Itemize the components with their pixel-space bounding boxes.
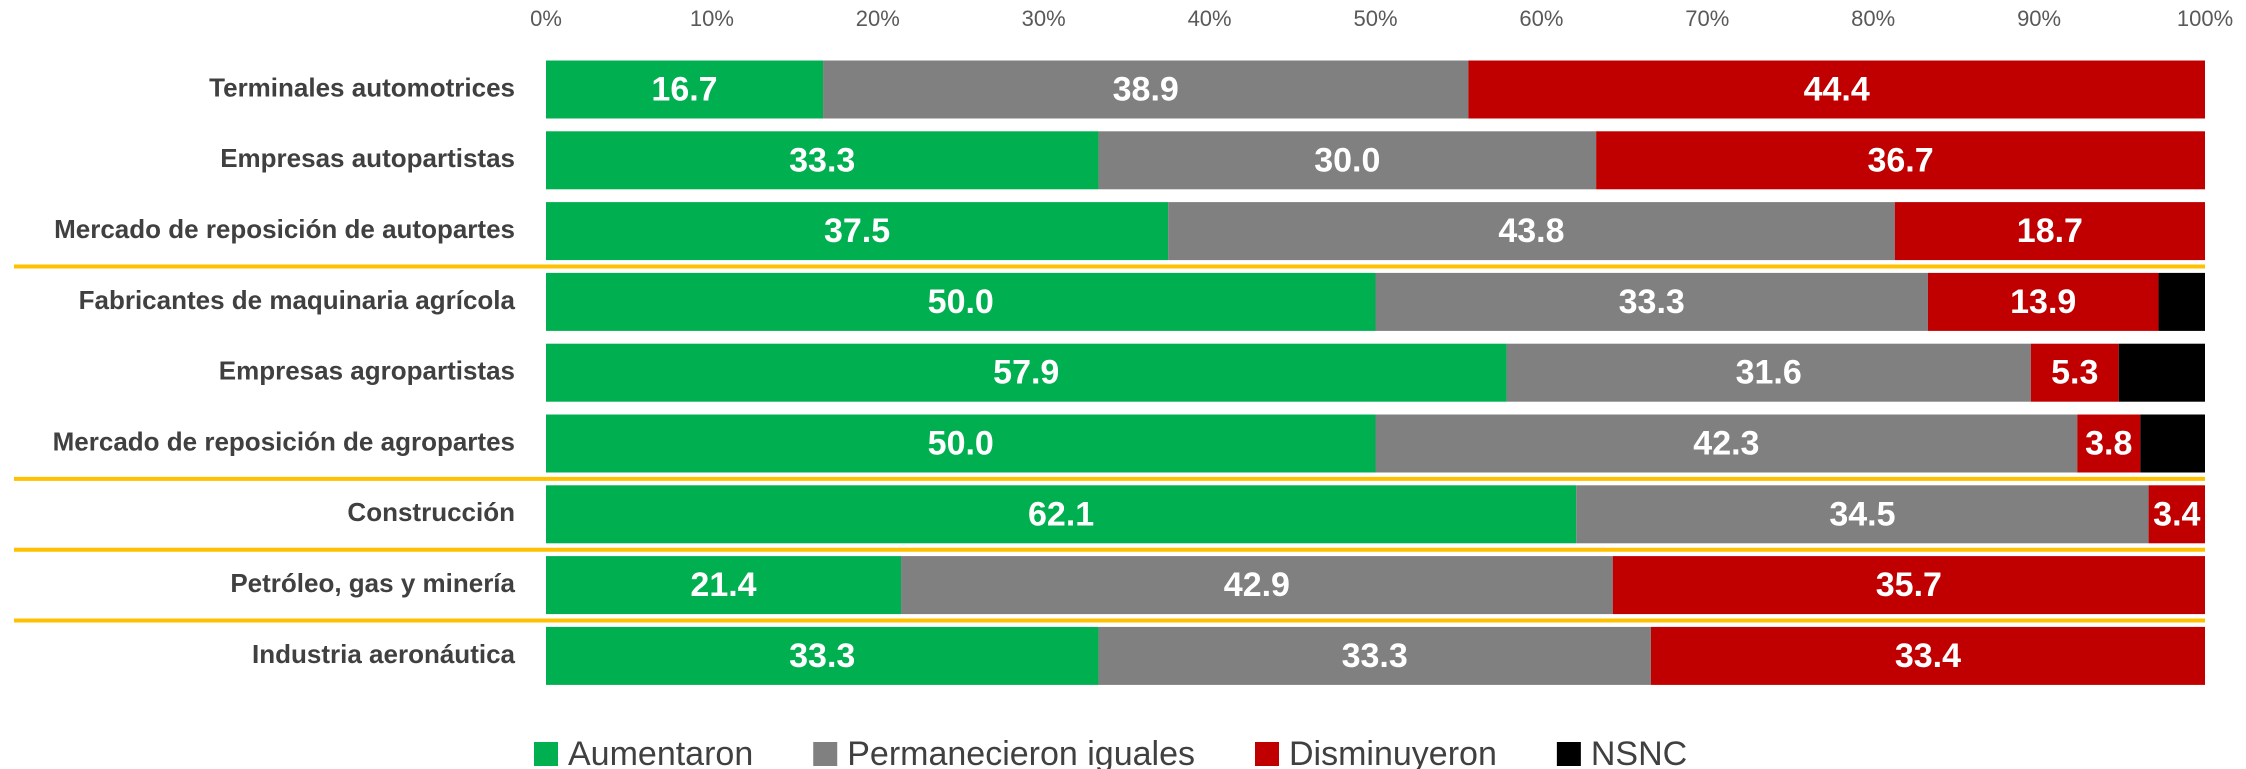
value-label: 33.4 (1895, 637, 1961, 675)
x-tick-label: 50% (1353, 6, 1397, 31)
bar-segment (546, 60, 824, 119)
x-tick-label: 90% (2017, 6, 2061, 31)
value-label: 21.4 (690, 566, 756, 604)
value-label: 33.3 (789, 141, 855, 179)
category-label: Empresas agropartistas (219, 356, 515, 386)
bar-segment (2148, 485, 2205, 544)
bar-segment (1894, 202, 2205, 261)
value-label: 3.8 (2085, 424, 2132, 462)
legend-label: Permanecieron iguales (847, 735, 1195, 769)
bar-segment (2118, 343, 2205, 402)
value-label: 35.7 (1876, 566, 1942, 604)
bar-segment (901, 556, 1613, 615)
bar-segment (1375, 272, 1928, 331)
value-label: 44.4 (1804, 70, 1870, 108)
legend-swatch (813, 742, 838, 766)
bar-segment (1468, 60, 2205, 119)
bar-segment (1098, 626, 1651, 685)
value-label: 38.9 (1113, 70, 1179, 108)
x-tick-label: 100% (2177, 6, 2233, 31)
legend-swatch (1255, 742, 1279, 766)
bar-segment (1650, 626, 2205, 685)
category-label: Mercado de reposición de agropartes (53, 426, 515, 456)
x-tick-label: 40% (1188, 6, 1232, 31)
x-tick-label: 20% (856, 6, 900, 31)
bar-segment (546, 626, 1099, 685)
bar-segment (546, 556, 902, 615)
category-label: Petróleo, gas y minería (230, 568, 515, 598)
value-label: 33.3 (789, 637, 855, 675)
value-label: 37.5 (824, 212, 890, 250)
bar-segment (1506, 343, 2031, 402)
value-label: 33.3 (1342, 637, 1408, 675)
value-label: 31.6 (1736, 354, 1802, 392)
value-label: 42.3 (1693, 424, 1759, 462)
value-label: 62.1 (1028, 495, 1094, 533)
value-label: 34.5 (1829, 495, 1895, 533)
category-label: Industria aeronáutica (252, 639, 515, 669)
x-tick-label: 30% (1022, 6, 1066, 31)
value-label: 16.7 (651, 70, 717, 108)
bar-segment (546, 202, 1169, 261)
category-label: Fabricantes de maquinaria agrícola (79, 285, 516, 315)
value-label: 33.3 (1619, 283, 1685, 321)
x-tick-label: 60% (1519, 6, 1563, 31)
value-label: 5.3 (2051, 354, 2098, 392)
bar-segment (546, 343, 1507, 402)
bar-segment (1098, 131, 1597, 190)
category-label: Construcción (347, 497, 515, 527)
bar-segment (1375, 414, 2078, 473)
bar-segment (2077, 414, 2141, 473)
category-label: Empresas autopartistas (220, 143, 515, 173)
bar-segment (2030, 343, 2119, 402)
legend-label: Disminuyeron (1289, 735, 1497, 769)
bar-segment (546, 414, 1376, 473)
category-label: Mercado de reposición de autopartes (54, 214, 515, 244)
value-label: 43.8 (1498, 212, 1564, 250)
x-tick-label: 80% (1851, 6, 1895, 31)
category-label: Terminales automotrices (209, 72, 515, 102)
value-label: 13.9 (2010, 283, 2076, 321)
bar-segment (546, 272, 1376, 331)
value-label: 50.0 (928, 424, 994, 462)
bar-segment (546, 485, 1577, 544)
x-tick-label: 70% (1685, 6, 1729, 31)
value-label: 42.9 (1224, 566, 1290, 604)
legend-swatch (1556, 742, 1581, 766)
value-label: 3.4 (2153, 495, 2200, 533)
value-label: 36.7 (1867, 141, 1933, 179)
x-tick-label: 0% (530, 6, 562, 31)
legend-swatch (534, 742, 558, 766)
value-label: 57.9 (993, 354, 1059, 392)
x-tick-label: 10% (690, 6, 734, 31)
value-label: 30.0 (1314, 141, 1380, 179)
value-label: 18.7 (2017, 212, 2083, 250)
bar-segment (1612, 556, 2205, 615)
bar-segment (1576, 485, 2149, 544)
bar-segment (1596, 131, 2205, 190)
value-label: 50.0 (928, 283, 994, 321)
bar-segment (823, 60, 1469, 119)
bar-segment (1168, 202, 1895, 261)
bar-segment (2158, 272, 2205, 331)
legend-label: NSNC (1591, 735, 1687, 769)
bar-segment (1927, 272, 2159, 331)
legend-label: Aumentaron (568, 735, 753, 769)
bar-segment (2140, 414, 2205, 473)
bar-segment (546, 131, 1099, 190)
